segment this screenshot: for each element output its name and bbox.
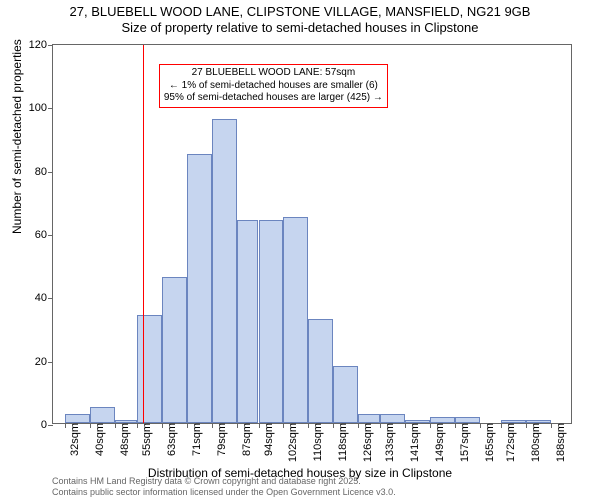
histogram-bar [115,420,137,423]
xtick-mark [380,423,381,428]
histogram-bar [137,315,162,423]
xtick-label: 149sqm [434,423,446,462]
histogram-bar [501,420,526,423]
ytick-mark [48,172,53,173]
footer-line-2: Contains public sector information licen… [52,487,396,498]
xtick-label: 40sqm [94,423,106,456]
xtick-mark [90,423,91,428]
histogram-bar [259,220,284,423]
xtick-mark [405,423,406,428]
xtick-label: 48sqm [119,423,131,456]
xtick-mark [65,423,66,428]
xtick-mark [259,423,260,428]
xtick-mark [333,423,334,428]
histogram-bar [212,119,237,423]
ytick-label: 40 [19,292,47,304]
xtick-label: 126sqm [362,423,374,462]
chart-area: 02040608010012032sqm40sqm48sqm55sqm63sqm… [52,44,572,424]
ytick-label: 20 [19,356,47,368]
title-line-1: 27, BLUEBELL WOOD LANE, CLIPSTONE VILLAG… [0,4,600,20]
xtick-label: 55sqm [141,423,153,456]
ytick-label: 80 [19,166,47,178]
xtick-mark [430,423,431,428]
xtick-label: 188sqm [555,423,567,462]
xtick-mark [358,423,359,428]
y-axis-label: Number of semi-detached properties [10,39,24,234]
xtick-label: 63sqm [166,423,178,456]
xtick-mark [455,423,456,428]
title-line-2: Size of property relative to semi-detach… [0,20,600,36]
histogram-bar [283,217,308,423]
reference-line [143,45,144,423]
xtick-label: 157sqm [459,423,471,462]
ytick-label: 0 [19,419,47,431]
annotation-box: 27 BLUEBELL WOOD LANE: 57sqm← 1% of semi… [159,64,388,108]
xtick-mark [137,423,138,428]
xtick-mark [187,423,188,428]
histogram-bar [65,414,90,424]
footer-line-1: Contains HM Land Registry data © Crown c… [52,476,396,487]
annotation-line: 27 BLUEBELL WOOD LANE: 57sqm [164,67,383,80]
xtick-label: 71sqm [191,423,203,456]
plot-region: 02040608010012032sqm40sqm48sqm55sqm63sqm… [52,44,572,424]
histogram-bar [358,414,380,424]
chart-title: 27, BLUEBELL WOOD LANE, CLIPSTONE VILLAG… [0,0,600,37]
xtick-mark [551,423,552,428]
attribution-footer: Contains HM Land Registry data © Crown c… [52,476,396,498]
xtick-label: 165sqm [484,423,496,462]
xtick-mark [115,423,116,428]
histogram-bar [187,154,212,423]
xtick-label: 94sqm [263,423,275,456]
histogram-bar [430,417,455,423]
annotation-line: 95% of semi-detached houses are larger (… [164,92,383,105]
xtick-mark [283,423,284,428]
xtick-label: 110sqm [312,423,324,461]
ytick-label: 60 [19,229,47,241]
xtick-label: 141sqm [409,423,421,462]
xtick-mark [501,423,502,428]
histogram-bar [380,414,405,424]
xtick-mark [212,423,213,428]
ytick-mark [48,425,53,426]
xtick-label: 172sqm [505,423,517,462]
xtick-mark [162,423,163,428]
xtick-mark [308,423,309,428]
xtick-mark [480,423,481,428]
ytick-mark [48,235,53,236]
ytick-mark [48,45,53,46]
xtick-label: 32sqm [69,423,81,456]
xtick-mark [526,423,527,428]
ytick-mark [48,298,53,299]
xtick-label: 79sqm [216,423,228,456]
histogram-bar [526,420,551,423]
xtick-label: 133sqm [384,423,396,462]
annotation-line: ← 1% of semi-detached houses are smaller… [164,80,383,93]
xtick-label: 102sqm [287,423,299,462]
xtick-mark [237,423,238,428]
ytick-label: 100 [19,102,47,114]
histogram-bar [333,366,358,423]
histogram-bar [405,420,430,423]
histogram-bar [162,277,187,423]
xtick-label: 118sqm [337,423,349,461]
histogram-bar [237,220,259,423]
ytick-mark [48,108,53,109]
histogram-bar [308,319,333,424]
ytick-label: 120 [19,39,47,51]
xtick-label: 180sqm [530,423,542,462]
histogram-bar [90,407,115,423]
histogram-bar [455,417,480,423]
xtick-label: 87sqm [241,423,253,456]
ytick-mark [48,362,53,363]
